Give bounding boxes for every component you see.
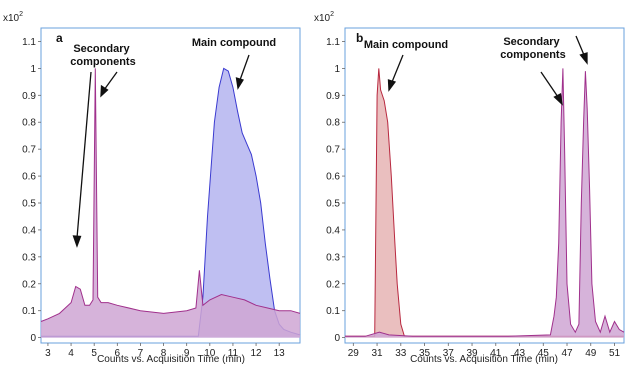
x-tick-label: 49 <box>585 348 597 359</box>
series-area-magenta <box>41 68 300 338</box>
y-tick-label: 1 <box>30 64 36 75</box>
y-tick-label: 0.8 <box>22 118 36 129</box>
annotation-line: components <box>70 56 135 68</box>
x-tick-label: 33 <box>395 348 407 359</box>
y-tick-label: 0 <box>334 333 340 344</box>
y-tick-label: 0.9 <box>326 91 340 102</box>
y-tick-label: 0.4 <box>22 225 36 236</box>
x-tick-label: 41 <box>490 348 502 359</box>
y-tick-label: 0.6 <box>326 172 340 183</box>
x-tick-label: 7 <box>138 348 144 359</box>
y-tick-label: 0.2 <box>22 279 36 290</box>
x-tick-label: 5 <box>91 348 97 359</box>
plot-frame-b <box>344 27 625 344</box>
arrow-line <box>239 54 250 81</box>
x-tick-label: 13 <box>274 348 286 359</box>
x-tick-label: 4 <box>68 348 74 359</box>
y-tick-label: 0.2 <box>326 279 340 290</box>
arrow-line <box>540 71 559 98</box>
y-tick-label: 0.8 <box>326 118 340 129</box>
arrow-head-icon <box>100 84 109 98</box>
annotation-secondary-components-b: Secondary components <box>500 36 565 61</box>
arrow-head-icon <box>553 93 563 106</box>
annotation-main-compound-a: Main compound <box>192 37 276 49</box>
y-tick-label: 0.1 <box>326 306 340 317</box>
annotation-main-compound-b: Main compound <box>364 39 448 51</box>
panel-label-a: a <box>56 31 63 45</box>
x-tick-label: 45 <box>538 348 550 359</box>
series-group-a <box>40 67 301 338</box>
y-tick-label: 1 <box>334 64 340 75</box>
x-tick-label: 6 <box>115 348 121 359</box>
series-line-magenta <box>345 68 625 337</box>
y-multiplier-base-a: x10 <box>3 13 20 24</box>
x-tick-label: 9 <box>184 348 190 359</box>
y-multiplier-base-b: x10 <box>314 13 331 24</box>
series-line-magenta <box>40 68 301 322</box>
y-tick-label: 0 <box>30 333 36 344</box>
x-tick-label: 11 <box>228 348 239 359</box>
y-tick-label: 0.3 <box>22 252 36 263</box>
x-axis-label-b: Counts vs. Acquisition Time (min) <box>410 354 558 365</box>
y-tick-label: 0.6 <box>22 172 36 183</box>
arrow-line <box>391 54 404 83</box>
arrow-line <box>76 71 92 239</box>
annotation-arrows-a <box>72 54 250 248</box>
tick-labels-a: 3 4 5 6 7 8 9 10 11 12 13 0 0.1 0.2 0.3 0.4 0.5 0.6 0.7 0.8… <box>22 37 285 359</box>
annotation-line: Secondary <box>73 43 130 55</box>
y-tick-label: 0.7 <box>326 145 340 156</box>
series-area-blue <box>41 68 300 338</box>
x-tick-label: 51 <box>609 348 621 359</box>
x-axis-label-a: Counts vs. Acquisition Time (min) <box>97 354 245 365</box>
arrow-head-icon <box>579 52 588 65</box>
arrow-head-icon <box>235 77 244 90</box>
plot-frame-a <box>40 27 301 344</box>
y-multiplier-b: x102 <box>314 11 334 24</box>
x-tick-label: 3 <box>45 348 51 359</box>
series-group-b <box>345 68 625 338</box>
x-tick-label: 37 <box>443 348 455 359</box>
x-tick-label: 8 <box>161 348 167 359</box>
arrow-line <box>575 35 585 56</box>
chart-panel-a: 3 4 5 6 7 8 9 10 11 12 1300.10.20.30.40.50.60.70.8… <box>3 11 301 365</box>
annotation-secondary-components-a: Secondary components <box>70 43 135 68</box>
annotation-line: components <box>500 49 565 61</box>
chart-panel-b: 29 31 33 35 37 39 41 43 45 47 49 51 0 0.1 0.2 0.3 0.4 0.5… <box>314 11 625 365</box>
y-tick-label: 0.5 <box>326 199 340 210</box>
x-tick-label: 43 <box>514 348 526 359</box>
y-tick-label: 0.9 <box>22 91 36 102</box>
arrow-head-icon <box>387 79 397 92</box>
tick-labels-b: 29 31 33 35 37 39 41 43 45 47 49 51 0 0.1 0.2 0.3 0.4 0.5… <box>326 37 620 359</box>
y-multiplier-a: x102 <box>3 11 23 24</box>
y-tick-label: 0.1 <box>22 306 36 317</box>
y-multiplier-exp-a: 2 <box>19 11 23 18</box>
y-tick-label: 0.7 <box>22 145 36 156</box>
series-line-red <box>345 68 624 337</box>
y-tick-label: 0.3 <box>326 252 340 263</box>
annotation-arrows-b <box>387 35 588 106</box>
x-tick-label: 35 <box>419 348 431 359</box>
x-tick-label: 47 <box>561 348 573 359</box>
annotation-line: Secondary <box>503 36 560 48</box>
arrow-line <box>103 71 118 91</box>
y-multiplier-exp-b: 2 <box>330 11 334 18</box>
arrow-head-icon <box>72 235 82 248</box>
x-tick-label: 39 <box>466 348 478 359</box>
x-tick-label: 10 <box>204 348 216 359</box>
y-tick-label: 0.5 <box>22 199 36 210</box>
x-tick-label: 31 <box>371 348 383 359</box>
x-tick-label: 12 <box>251 348 263 359</box>
y-tick-label: 1.1 <box>22 37 36 48</box>
y-tick-label: 0.4 <box>326 225 340 236</box>
panel-label-b: b <box>356 31 363 45</box>
y-tick-label: 1.1 <box>326 37 340 48</box>
x-tick-label: 29 <box>348 348 360 359</box>
